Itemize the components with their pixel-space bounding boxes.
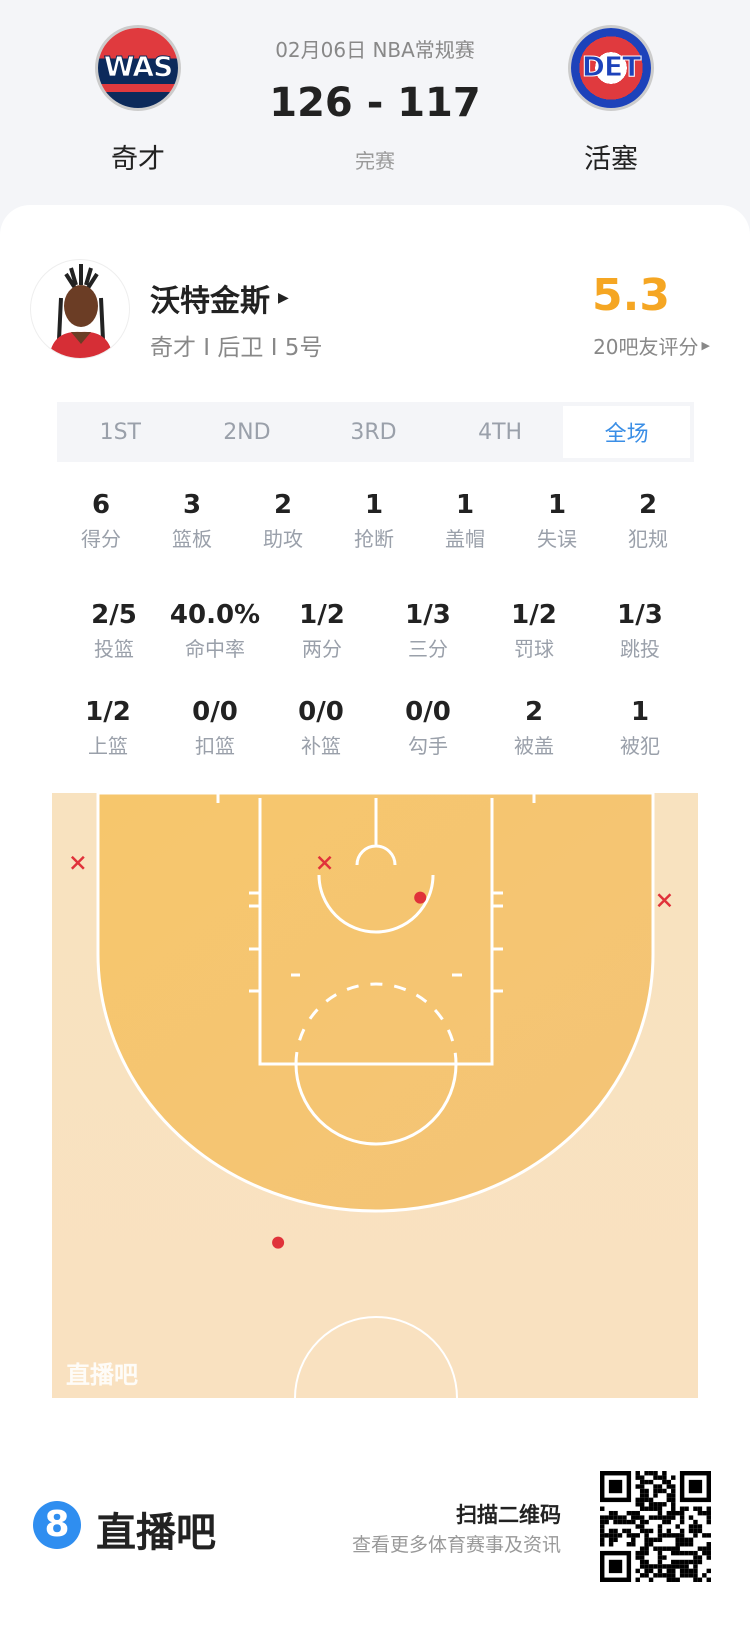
stat-item: 1/2 上篮 (53, 697, 163, 761)
stat-label: 盖帽 (445, 527, 485, 551)
court-lines (216, 793, 536, 1398)
qr-code[interactable] (600, 1471, 711, 1582)
brand-logo-icon: 8 (33, 1501, 81, 1549)
stat-label: 扣篮 (195, 734, 235, 758)
stat-value: 40.0% (169, 600, 261, 630)
player-name-link[interactable]: 沃特金斯 ▶ (150, 276, 289, 320)
player-name: 沃特金斯 (150, 284, 270, 319)
stat-item: 40.0% 命中率 (160, 600, 270, 664)
stat-item: 2/5 投篮 (59, 600, 169, 664)
stat-item: 1/3 跳投 (585, 600, 695, 664)
stat-label: 上篮 (88, 734, 128, 758)
away-team-name[interactable]: 活塞 (584, 144, 638, 175)
stat-label: 篮板 (172, 527, 212, 551)
rating-label: 20吧友评分 (593, 335, 699, 359)
stat-item: 1 抢断 (319, 490, 429, 554)
caret-right-icon: ▶ (701, 339, 710, 352)
stat-item: 0/0 补篮 (266, 697, 376, 761)
stat-value: 1/3 (405, 600, 451, 630)
stat-value: 1/3 (617, 600, 663, 630)
stat-value: 2 (638, 490, 658, 520)
tab-2nd[interactable]: 2ND (223, 419, 271, 445)
stat-value: 1/2 (511, 600, 557, 630)
stat-label: 投篮 (94, 637, 134, 661)
stat-item: 1 失误 (502, 490, 612, 554)
stat-label: 勾手 (408, 734, 448, 758)
tab-3rd[interactable]: 3RD (350, 419, 397, 445)
stat-item: 1/2 两分 (267, 600, 377, 664)
team-logo-det[interactable]: DET (571, 28, 651, 108)
stat-value: 0/0 (192, 697, 238, 727)
stat-value: 1/2 (299, 600, 345, 630)
stat-value: 1 (547, 490, 567, 520)
stat-value: 1 (455, 490, 475, 520)
stat-value: 6 (91, 490, 111, 520)
stat-item: 2 被盖 (479, 697, 589, 761)
stat-value: 1 (364, 490, 384, 520)
game-date-league: 02月06日 NBA常规赛 (275, 38, 475, 62)
stat-label: 补篮 (301, 734, 341, 758)
stat-item: 1/2 罚球 (479, 600, 589, 664)
stat-label: 两分 (302, 637, 342, 661)
player-info: 奇才 I 后卫 I 5号 (150, 335, 323, 361)
rating-link[interactable]: 20吧友评分 ▶ (593, 331, 710, 360)
scan-subtitle: 查看更多体育赛事及资讯 (351, 1534, 561, 1556)
player-rating: 5.3 (592, 270, 670, 321)
stat-label: 助攻 (263, 527, 303, 551)
stat-label: 三分 (408, 637, 448, 661)
stat-item: 0/0 勾手 (373, 697, 483, 761)
game-status: 完赛 (355, 149, 395, 173)
shot-missed-marker (657, 893, 672, 908)
shot-chart: 直播吧 (52, 793, 698, 1398)
stat-value: 1/2 (85, 697, 131, 727)
stat-item: 2 助攻 (228, 490, 338, 554)
stat-item: 1/3 三分 (373, 600, 483, 664)
stat-item: 0/0 扣篮 (160, 697, 270, 761)
stat-label: 罚球 (514, 637, 554, 661)
stat-label: 被犯 (620, 734, 660, 758)
scan-title: 扫描二维码 (456, 1503, 561, 1527)
stat-item: 3 篮板 (137, 490, 247, 554)
shot-made-marker (272, 1236, 285, 1249)
tab-4th[interactable]: 4TH (478, 419, 523, 445)
stat-label: 命中率 (185, 637, 245, 661)
stat-item: 2 犯规 (593, 490, 703, 554)
period-tabs: 1ST 2ND 3RD 4TH 全场 (57, 402, 694, 462)
stat-item: 6 得分 (46, 490, 156, 554)
stat-label: 被盖 (514, 734, 554, 758)
stat-label: 失误 (537, 527, 577, 551)
team-logo-was[interactable]: WAS (98, 28, 178, 108)
tab-1st[interactable]: 1ST (99, 419, 141, 445)
stat-value: 1 (630, 697, 650, 727)
stat-label: 得分 (81, 527, 121, 551)
score: 126 - 117 (269, 80, 481, 126)
stat-value: 2 (273, 490, 293, 520)
shot-markers (70, 855, 672, 1249)
stat-item: 1 被犯 (585, 697, 695, 761)
tab-full-game[interactable]: 全场 (563, 406, 690, 458)
three-point-line (96, 793, 655, 1213)
home-team-name[interactable]: 奇才 (111, 144, 165, 175)
stat-label: 抢断 (354, 527, 394, 551)
court-watermark: 直播吧 (66, 1361, 138, 1389)
stat-item: 1 盖帽 (410, 490, 520, 554)
brand-name: 直播吧 (96, 1510, 216, 1556)
shot-missed-marker (70, 855, 85, 870)
stat-value: 2/5 (91, 600, 137, 630)
stat-label: 跳投 (620, 637, 660, 661)
player-avatar[interactable] (30, 259, 130, 359)
stat-label: 犯规 (628, 527, 668, 551)
shot-missed-marker (317, 855, 332, 870)
stat-value: 3 (182, 490, 202, 520)
stat-value: 2 (524, 697, 544, 727)
stat-value: 0/0 (298, 697, 344, 727)
stat-value: 0/0 (405, 697, 451, 727)
shot-made-marker (414, 891, 427, 904)
caret-right-icon: ▶ (278, 290, 289, 306)
